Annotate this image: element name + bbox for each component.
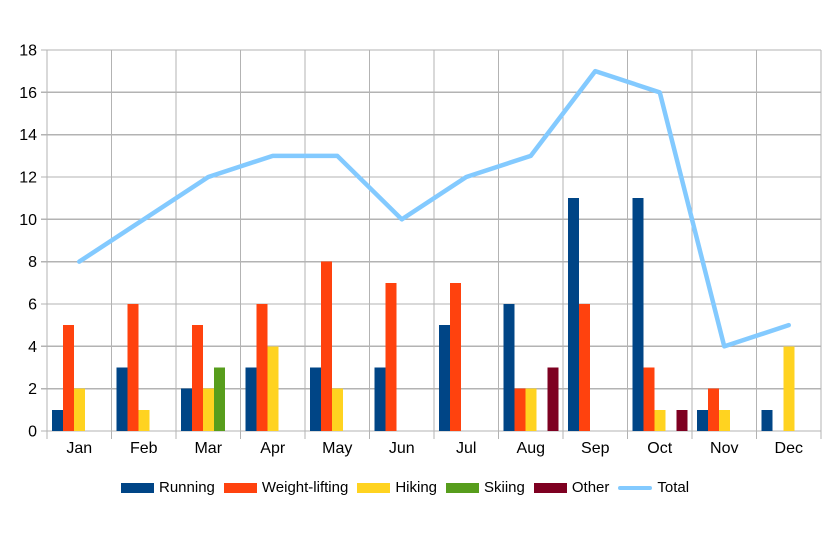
legend-label: Running <box>159 479 215 496</box>
legend-label: Other <box>571 479 610 496</box>
x-tick-label: Jan <box>66 440 92 457</box>
legend-item-hiking: Hiking <box>357 478 437 498</box>
x-tick-label: Mar <box>194 440 222 457</box>
bar-series-hiking <box>73 346 795 431</box>
total-line <box>77 68 791 349</box>
x-tick-label: Aug <box>517 440 545 457</box>
bar-series-other <box>547 367 688 431</box>
legend-color-swatch <box>533 483 567 493</box>
x-tick-label: Jun <box>389 440 415 457</box>
y-tick-label: 6 <box>28 297 37 314</box>
legend-item-skiing: Skiing <box>446 478 525 498</box>
legend-label: Weight-lifting <box>261 479 349 496</box>
y-tick-label: 14 <box>19 127 37 144</box>
legend-label: Hiking <box>395 479 438 496</box>
y-axis-labels: 0 2 4 6 8 10 12 14 16 18 <box>19 43 37 441</box>
y-tick-label: 18 <box>19 43 37 60</box>
bar-series-skiing <box>213 367 225 431</box>
legend-color-swatch <box>446 483 480 493</box>
y-tick-label: 10 <box>19 212 37 229</box>
legend-item-total: Total <box>618 478 689 498</box>
x-tick-label: May <box>322 440 352 457</box>
bar-series-running <box>51 198 773 431</box>
legend-line-swatch <box>618 486 653 490</box>
gridlines <box>41 49 822 439</box>
x-tick-label: Jul <box>456 440 476 457</box>
x-tick-label: Sep <box>581 440 610 457</box>
x-tick-label: Apr <box>260 440 286 457</box>
x-tick-label: Oct <box>647 440 672 457</box>
bar-series-weight-lifting <box>62 261 719 431</box>
legend-item-other: Other <box>533 478 610 498</box>
x-axis-labels: Jan Feb Mar Apr May Jun Jul Aug Sep Oct Nov Dec <box>66 440 803 457</box>
legend-label: Total <box>657 479 690 496</box>
bars <box>51 198 795 431</box>
legend-color-swatch <box>223 483 257 493</box>
y-tick-label: 4 <box>28 339 37 356</box>
legend-label: Skiing <box>484 479 525 496</box>
y-tick-label: 16 <box>19 85 37 102</box>
y-tick-label: 8 <box>28 254 37 271</box>
x-tick-label: Dec <box>775 440 803 457</box>
y-tick-label: 2 <box>28 381 37 398</box>
x-tick-label: Nov <box>710 440 738 457</box>
y-tick-label: 0 <box>28 424 37 441</box>
legend-item-weight-lifting: Weight-lifting <box>223 478 349 498</box>
legend-color-swatch <box>121 483 154 493</box>
legend: Running Weight-lifting Hiking Skiing Other To… <box>121 477 689 499</box>
legend-color-swatch <box>357 483 391 493</box>
legend-item-running: Running <box>121 478 215 498</box>
y-tick-label: 12 <box>19 170 37 187</box>
x-tick-label: Feb <box>130 440 158 457</box>
